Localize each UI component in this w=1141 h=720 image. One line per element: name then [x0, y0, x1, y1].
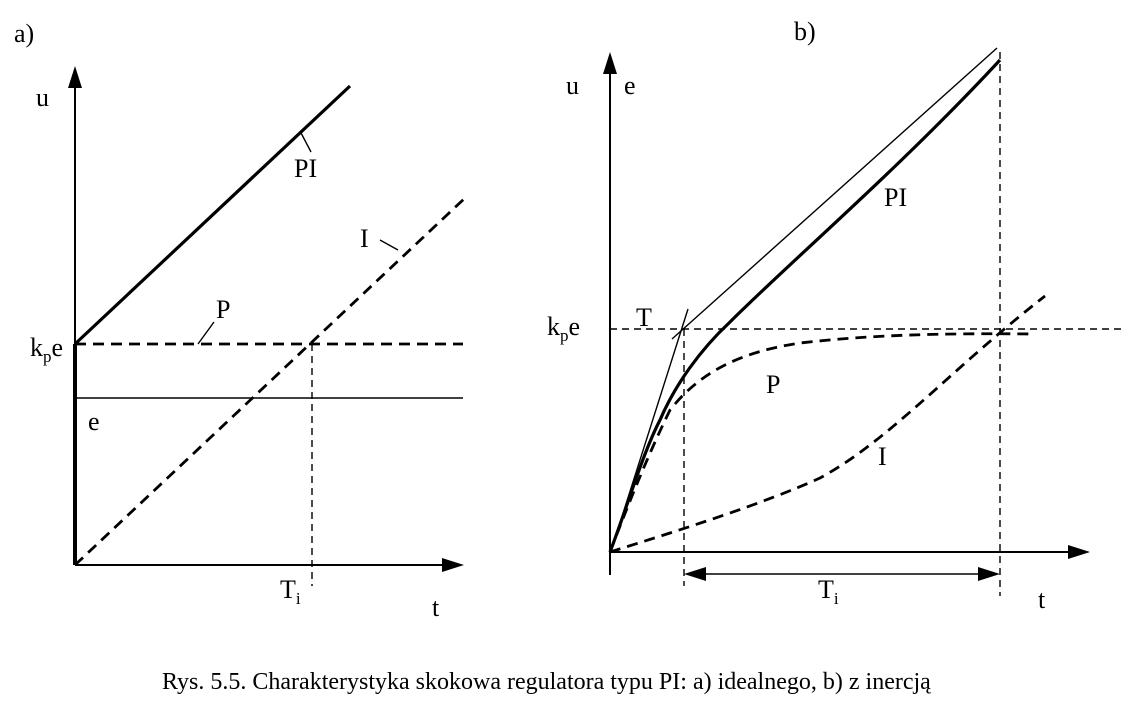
panel-a-x-axis-label: t [432, 593, 440, 622]
panel-a-x-axis-arrowhead [442, 558, 464, 572]
panel-b: b) u e t kpe T PI P I Ti [547, 17, 1126, 614]
panel-b-x-axis-arrowhead [1068, 545, 1090, 559]
panel-a-ti-label: Ti [280, 575, 301, 608]
panel-a-pi-leader [299, 130, 312, 153]
panel-b-x-axis-label: t [1038, 585, 1046, 614]
panel-b-ti-arrowhead-right [978, 567, 1000, 581]
panel-b-i-label: I [878, 442, 887, 471]
panel-a-y-axis-label: u [36, 83, 49, 112]
panel-a-kpe-label: kpe [30, 333, 63, 366]
panel-b-y-axis-label-e: e [624, 71, 636, 100]
figure-caption: Rys. 5.5. Charakterystyka skokowa regula… [162, 669, 931, 695]
panel-a-p-label: P [216, 295, 230, 324]
panel-a-i-line [74, 196, 466, 567]
panel-a-tag: a) [14, 19, 34, 48]
panel-b-y-axis-label-u: u [566, 71, 579, 100]
panel-b-y-axis-arrowhead [603, 52, 617, 74]
panel-b-ti-arrowhead-left [684, 567, 706, 581]
panel-b-time-const-label: T [636, 303, 652, 332]
panel-a-p-leader [197, 321, 215, 345]
panel-a-i-label: I [360, 224, 369, 253]
panel-a-i-leader [379, 239, 399, 251]
panel-b-i-curve [609, 294, 1046, 554]
panel-b-asymptote [671, 47, 998, 340]
panel-b-pi-label: PI [884, 183, 907, 212]
panel-a-pi-label: PI [294, 154, 317, 183]
panel-b-ti-label: Ti [818, 575, 839, 608]
panel-b-tag: b) [794, 17, 816, 46]
panel-b-pi-curve [608, 58, 1002, 553]
panel-a-pi-line [73, 84, 352, 346]
panel-b-p-label: P [766, 370, 780, 399]
panel-b-kpe-label: kpe [547, 312, 580, 345]
panel-a: a) u t e PI P I kpe Ti [14, 19, 466, 622]
panel-a-e-label: e [88, 407, 100, 436]
panel-b-p-curve [608, 332, 1033, 553]
panel-a-y-axis-arrowhead [68, 66, 82, 88]
